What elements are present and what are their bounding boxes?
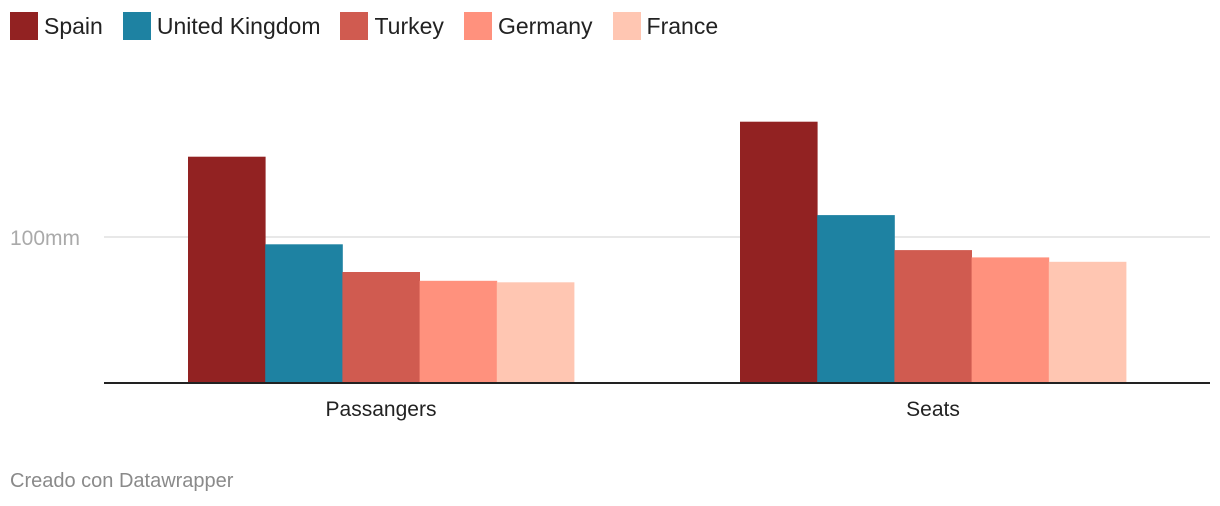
legend-swatch-turkey bbox=[340, 12, 369, 40]
bar-passangers-united-kingdom bbox=[265, 244, 343, 383]
legend-item-germany: Germany bbox=[463, 12, 593, 40]
legend-label-germany: Germany bbox=[497, 13, 593, 39]
x-axis: Passangers Seats bbox=[104, 382, 1210, 421]
bar-seats-united-kingdom bbox=[817, 215, 895, 383]
bar-chart: 100mm Passangers Seats bbox=[10, 121, 1210, 421]
legend-item-turkey: Turkey bbox=[340, 12, 444, 40]
bar-seats-spain bbox=[740, 121, 818, 383]
legend-label-united-kingdom: United Kingdom bbox=[156, 13, 321, 39]
legend-swatch-spain bbox=[10, 12, 38, 40]
legend-item-france: France bbox=[612, 12, 719, 40]
legend-label-spain: Spain bbox=[44, 13, 103, 39]
legend-label-france: France bbox=[646, 13, 719, 39]
legend-swatch-france bbox=[612, 12, 641, 40]
bar-passangers-germany bbox=[419, 280, 498, 383]
x-tick-label-passangers: Passangers bbox=[326, 398, 437, 421]
bars bbox=[188, 121, 1127, 383]
legend-item-united-kingdom: United Kingdom bbox=[122, 12, 321, 40]
legend-swatch-united-kingdom bbox=[122, 12, 151, 40]
legend-item-spain: Spain bbox=[10, 12, 103, 40]
gridlines: 100mm bbox=[10, 227, 1210, 250]
bar-passangers-spain bbox=[188, 156, 266, 383]
bar-passangers-turkey bbox=[342, 272, 420, 383]
bar-seats-turkey bbox=[894, 250, 972, 383]
y-tick-label: 100mm bbox=[10, 227, 80, 250]
bar-seats-germany bbox=[971, 257, 1050, 383]
legend-swatch-germany bbox=[463, 12, 492, 40]
chart-legend: Spain United Kingdom Turkey Germany France bbox=[10, 10, 718, 42]
x-tick-label-seats: Seats bbox=[906, 398, 960, 421]
bar-passangers-france bbox=[496, 282, 575, 383]
bar-seats-france bbox=[1048, 261, 1127, 383]
credit-text: Creado con Datawrapper bbox=[10, 470, 234, 492]
legend-label-turkey: Turkey bbox=[374, 13, 444, 39]
